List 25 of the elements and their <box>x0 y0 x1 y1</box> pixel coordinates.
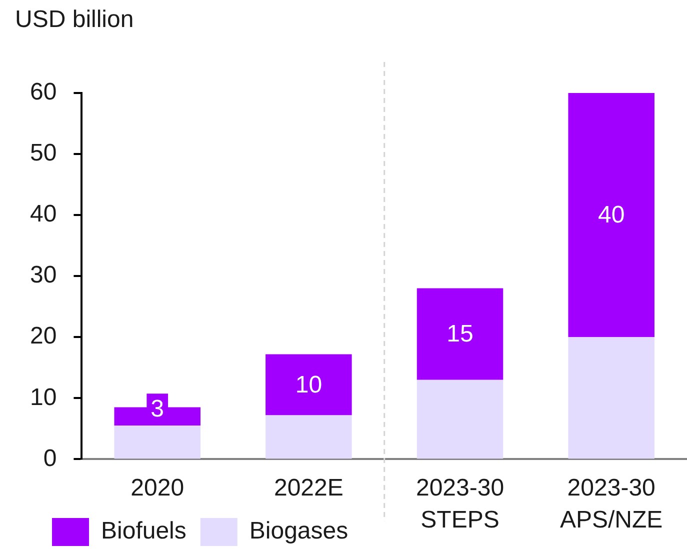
bar <box>266 415 352 459</box>
y-axis-title: USD billion <box>15 6 134 34</box>
y-tick-label: 0 <box>43 444 57 472</box>
bar <box>568 93 654 338</box>
x-tick-label: 2020 <box>130 474 184 502</box>
bar <box>568 337 654 459</box>
data-label: 3 <box>150 396 164 423</box>
y-tick-label: 60 <box>30 78 57 106</box>
y-tick-label: 30 <box>30 262 57 289</box>
y-tick-label: 40 <box>30 200 57 228</box>
bar <box>416 288 504 380</box>
bar <box>416 380 504 459</box>
bar <box>114 426 200 459</box>
data-label: 40 <box>598 202 625 229</box>
data-label: 15 <box>446 320 474 348</box>
legend-label: Biogases <box>249 518 348 545</box>
bar <box>266 354 352 416</box>
x-tick-label: 2022E <box>274 474 344 502</box>
x-tick-label: 2023-30 STEPS <box>416 474 504 534</box>
y-tick-label: 20 <box>30 322 57 350</box>
y-tick-label: 50 <box>30 140 57 167</box>
x-tick-label: 2023-30 APS/NZE <box>560 474 663 534</box>
data-label: 10 <box>295 371 322 398</box>
legend-label: Biofuels <box>101 518 186 545</box>
y-tick-label: 10 <box>30 384 57 411</box>
